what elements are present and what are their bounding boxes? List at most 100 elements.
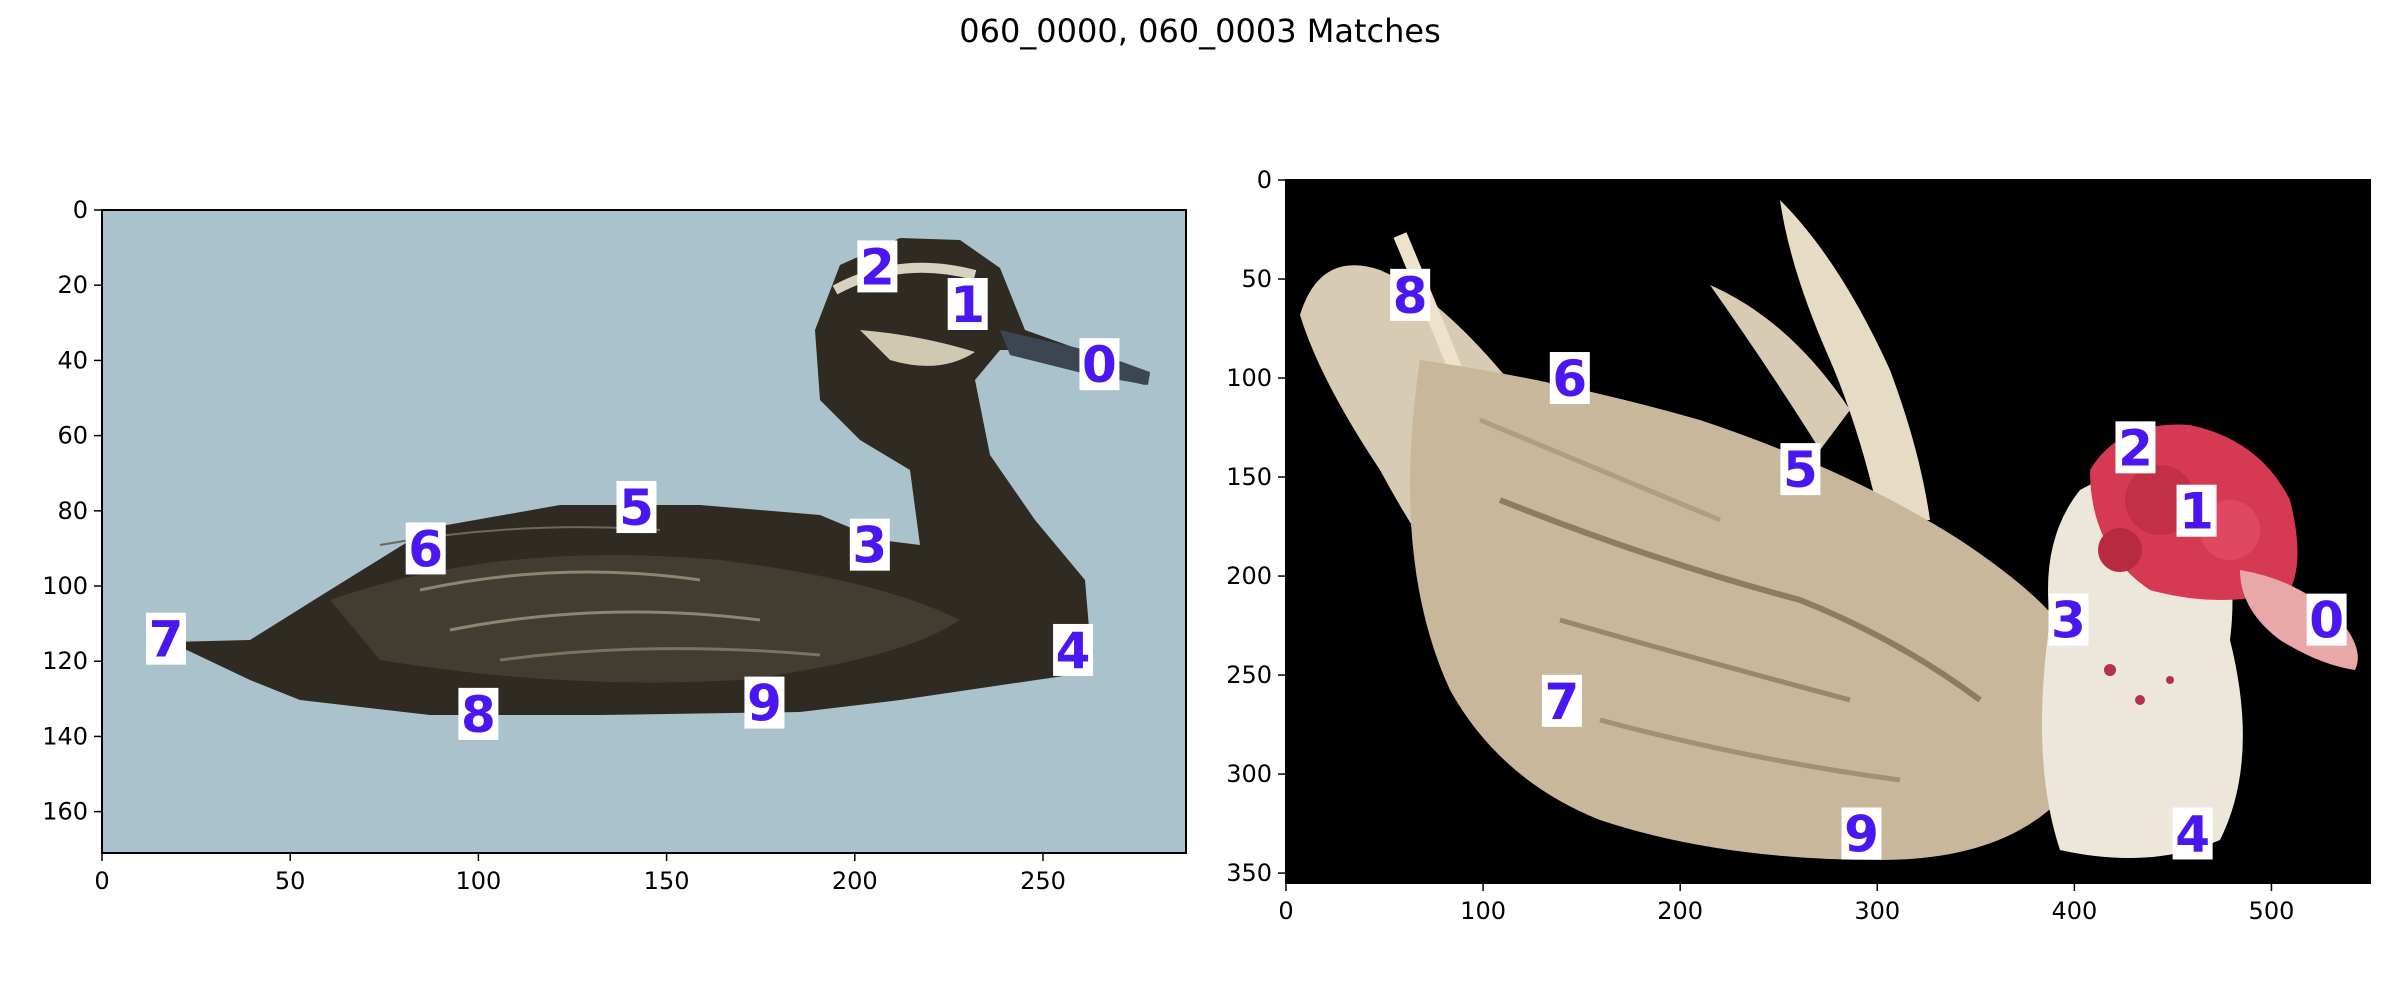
left-match-point-5: 5 <box>616 479 657 537</box>
right-x-tick-label: 100 <box>1460 897 1506 925</box>
match-label-box <box>1541 674 1582 727</box>
right-y-tick-label: 300 <box>1226 760 1272 788</box>
match-label-box <box>616 481 657 534</box>
match-label-text: 8 <box>1393 267 1428 325</box>
left-match-point-2: 2 <box>857 238 898 296</box>
right-match-point-1: 1 <box>2176 483 2217 541</box>
match-label-text: 3 <box>852 517 887 575</box>
match-label-box <box>2048 593 2089 646</box>
match-label-text: 5 <box>619 479 654 537</box>
right-match-point-4: 4 <box>2172 805 2213 863</box>
right-x-tick-label: 500 <box>2249 897 2295 925</box>
right-x-tick-label: 0 <box>1278 897 1293 925</box>
left-y-tick-label: 20 <box>57 271 88 299</box>
right-x-tick-label: 300 <box>1854 897 1900 925</box>
right-y-tick-label: 100 <box>1226 364 1272 392</box>
left-match-point-1: 1 <box>947 276 988 334</box>
right-y-tick-label: 50 <box>1241 265 1272 293</box>
match-label-text: 2 <box>2118 419 2153 477</box>
right-x-tick-label: 400 <box>2051 897 2097 925</box>
match-label-box <box>458 687 499 740</box>
match-label-box <box>1780 443 1821 496</box>
left-x-tick-label: 50 <box>275 867 306 895</box>
figure-title: 060_0000, 060_0003 Matches <box>959 12 1441 50</box>
right-y-tick-label: 250 <box>1226 661 1272 689</box>
match-label-text: 3 <box>2051 592 2086 650</box>
match-label-text: 7 <box>149 611 184 669</box>
left-x-tick-label: 100 <box>455 867 501 895</box>
right-axes: 0 100 200 300 400 500 0 50 100 150 200 250 300 350 <box>1226 166 2294 925</box>
match-label-box <box>1841 807 1882 860</box>
right-match-labels: 0 12 3 4 5 6 7 8 9 <box>1390 267 2347 863</box>
left-y-tick-label: 160 <box>42 798 88 826</box>
right-match-point-3: 3 <box>2048 592 2089 650</box>
left-y-tick-label: 0 <box>73 196 88 224</box>
right-y-tick-label: 350 <box>1226 859 1272 887</box>
right-y-tick-label: 200 <box>1226 562 1272 590</box>
match-label-text: 2 <box>860 238 895 296</box>
match-label-box <box>1053 623 1094 676</box>
right-panel: 0 100 200 300 400 500 0 50 100 150 200 250 300 350 0 1… <box>1226 166 2371 925</box>
right-match-point-8: 8 <box>1390 267 1431 325</box>
right-y-tick-label: 0 <box>1257 166 1272 194</box>
right-match-point-7: 7 <box>1541 673 1582 731</box>
match-label-text: 6 <box>408 520 443 578</box>
match-label-box <box>2306 593 2347 646</box>
right-match-point-9: 9 <box>1841 805 1882 863</box>
match-label-text: 0 <box>2309 592 2344 650</box>
match-label-text: 9 <box>1844 805 1879 863</box>
right-match-point-0: 0 <box>2306 592 2347 650</box>
left-panel: 0 50 100 150 200 250 0 20 40 60 80 100 120 140 160 0 12… <box>42 196 1187 895</box>
right-x-tick-label: 200 <box>1657 897 1703 925</box>
left-match-point-6: 6 <box>405 520 446 578</box>
left-match-point-9: 9 <box>744 675 785 733</box>
match-label-box <box>857 240 898 293</box>
left-axes: 0 50 100 150 200 250 0 20 40 60 80 100 120 140 160 <box>42 196 1066 895</box>
left-match-point-0: 0 <box>1079 336 1120 394</box>
left-x-tick-label: 150 <box>644 867 690 895</box>
match-label-text: 1 <box>950 276 985 334</box>
match-label-box <box>145 612 186 665</box>
left-match-point-3: 3 <box>849 517 890 575</box>
left-y-tick-label: 40 <box>57 346 88 374</box>
match-label-box <box>2176 484 2217 537</box>
match-label-text: 4 <box>2175 805 2210 863</box>
match-label-box <box>1079 338 1120 391</box>
left-duck-image <box>170 238 1150 715</box>
match-label-box <box>1549 352 1590 405</box>
match-label-text: 7 <box>1545 673 1580 731</box>
match-label-box <box>947 278 988 331</box>
match-label-text: 6 <box>1552 350 1587 408</box>
match-label-box <box>2115 421 2156 474</box>
match-label-text: 1 <box>2179 483 2214 541</box>
match-label-box <box>1390 268 1431 321</box>
right-match-point-2: 2 <box>2115 419 2156 477</box>
match-label-text: 5 <box>1783 441 1818 499</box>
match-label-box <box>849 518 890 571</box>
right-duck-image <box>1300 200 2358 860</box>
left-x-tick-label: 250 <box>1020 867 1066 895</box>
left-plot-frame <box>101 209 1187 854</box>
left-y-tick-label: 120 <box>42 647 88 675</box>
match-label-text: 8 <box>461 686 496 744</box>
left-y-tick-label: 100 <box>42 572 88 600</box>
right-match-point-6: 6 <box>1549 350 1590 408</box>
left-match-point-7: 7 <box>145 611 186 669</box>
right-y-tick-label: 150 <box>1226 463 1272 491</box>
match-label-box <box>744 676 785 729</box>
left-match-labels: 0 12 3 4 5 6 7 8 9 <box>145 238 1120 744</box>
match-label-box <box>2172 807 2213 860</box>
left-match-point-4: 4 <box>1053 622 1094 680</box>
match-label-text: 0 <box>1082 336 1117 394</box>
left-y-tick-label: 140 <box>42 722 88 750</box>
right-match-point-5: 5 <box>1780 441 1821 499</box>
match-label-box <box>405 522 446 575</box>
match-label-text: 4 <box>1056 622 1091 680</box>
right-plot-frame <box>1285 179 2371 884</box>
left-y-tick-label: 80 <box>57 497 88 525</box>
left-x-tick-label: 200 <box>832 867 878 895</box>
left-match-point-8: 8 <box>458 686 499 744</box>
left-x-tick-label: 0 <box>94 867 109 895</box>
match-label-text: 9 <box>747 675 782 733</box>
